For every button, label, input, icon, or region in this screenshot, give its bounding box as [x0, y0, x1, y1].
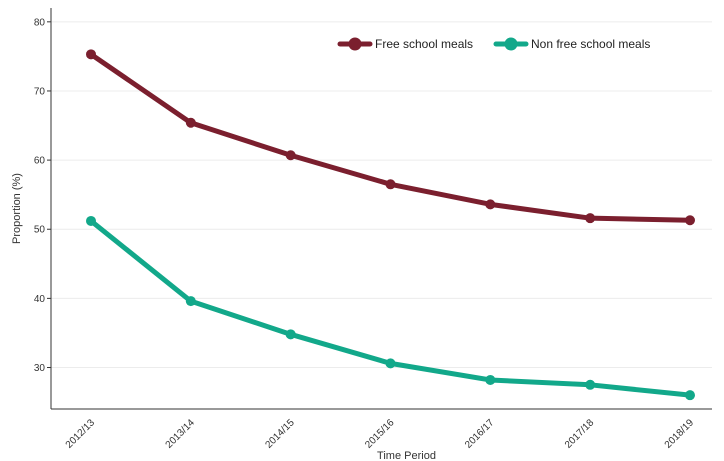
x-tick-label: 2016/17 — [463, 417, 497, 451]
legend-swatch-marker — [504, 37, 518, 51]
data-point[interactable] — [385, 179, 396, 190]
y-tick-labels: 30 40 50 60 70 80 — [34, 17, 46, 374]
legend-item: Free school meals — [337, 37, 473, 51]
data-point[interactable] — [385, 358, 396, 369]
series-2 — [86, 215, 695, 401]
axes — [50, 8, 712, 410]
y-axis-title: Proportion (%) — [11, 173, 23, 244]
series-line — [88, 51, 693, 223]
data-point[interactable] — [485, 199, 496, 210]
x-tick-labels: 2012/13 2013/14 2014/15 2015/16 2016/17 2017/… — [64, 417, 697, 451]
x-tick-label: 2012/13 — [64, 417, 98, 451]
y-tick-label: 50 — [34, 225, 46, 236]
data-point[interactable] — [86, 215, 96, 226]
data-point[interactable] — [285, 150, 296, 161]
data-point[interactable] — [585, 379, 596, 390]
x-tick-label: 2015/16 — [363, 417, 397, 451]
legend-label: Non free school meals — [531, 37, 650, 51]
data-point[interactable] — [585, 213, 596, 224]
data-point[interactable] — [285, 329, 296, 340]
gridlines — [47, 21, 712, 369]
data-point[interactable] — [685, 215, 695, 226]
legend-label: Free school meals — [375, 37, 473, 51]
legend-item: Non free school meals — [493, 37, 650, 51]
y-tick-label: 70 — [34, 86, 46, 97]
legend: Free school meals Non free school meals — [337, 37, 650, 51]
data-point[interactable] — [485, 374, 496, 385]
y-tick-label: 80 — [34, 17, 46, 28]
x-tick-label: 2017/18 — [563, 417, 597, 451]
data-point[interactable] — [185, 296, 196, 307]
data-point[interactable] — [86, 49, 96, 60]
data-point[interactable] — [185, 117, 196, 128]
x-tick-label: 2018/19 — [663, 417, 697, 451]
series-1 — [86, 49, 695, 226]
series-line — [88, 218, 693, 398]
y-tick-label: 60 — [34, 156, 46, 167]
series — [86, 49, 695, 401]
data-point[interactable] — [685, 390, 695, 401]
y-tick-label: 30 — [34, 363, 46, 374]
x-tick-label: 2013/14 — [164, 417, 198, 451]
legend-swatch-marker — [348, 37, 362, 51]
x-axis-title: Time Period — [377, 450, 436, 461]
y-tick-label: 40 — [34, 294, 46, 305]
x-tick-label: 2014/15 — [263, 417, 297, 451]
